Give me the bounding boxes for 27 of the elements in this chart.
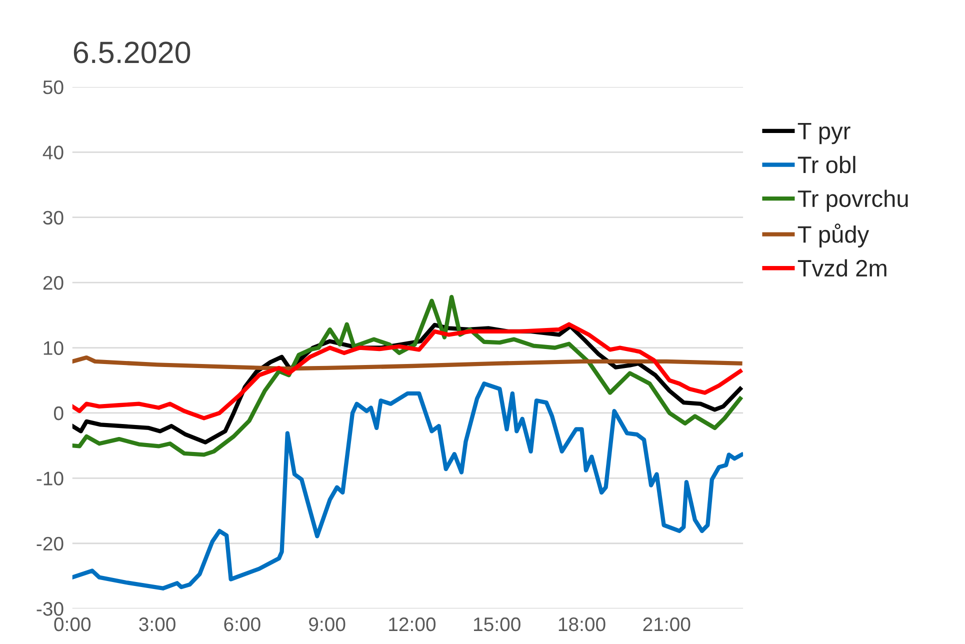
x-tick-label: 12:00 (389, 617, 436, 632)
y-tick-label: 20 (43, 276, 64, 290)
y-tick-label: 40 (42, 146, 64, 160)
chart-title: 6.5.2020 (74, 42, 190, 64)
legend-label: T půdy (798, 224, 870, 248)
y-tick-label: 30 (43, 210, 64, 225)
x-tick-label: 18:00 (558, 617, 606, 632)
legend-label: Tvzd 2m (798, 259, 886, 277)
legend-label: Tr povrchu (798, 190, 908, 212)
line-series (72, 294, 742, 457)
y-tick-label: -20 (36, 536, 64, 551)
x-tick-label: 0:00 (54, 617, 91, 632)
x-tick-label: 15:00 (474, 617, 520, 632)
x-tick-label: 3:00 (139, 617, 176, 632)
y-tick-label: 10 (44, 341, 64, 355)
y-tick-label: 0 (54, 406, 64, 420)
line-series (72, 382, 744, 590)
line-series (72, 355, 742, 371)
line-series (72, 322, 742, 420)
legend-label: T pyr (798, 122, 850, 144)
y-tick-label: -10 (36, 472, 64, 486)
x-tick-label: 6:00 (224, 617, 260, 632)
legend-label: Tr obl (798, 156, 856, 174)
x-tick-label: 21:00 (643, 617, 690, 632)
y-tick-label: -30 (36, 602, 64, 616)
y-tick-label: 50 (43, 80, 64, 94)
x-tick-label: 9:00 (309, 617, 346, 632)
